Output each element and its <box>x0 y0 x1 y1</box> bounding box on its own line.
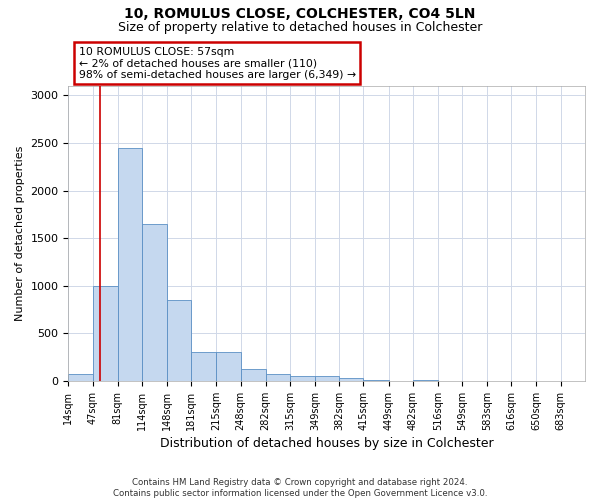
Bar <box>68 374 92 381</box>
Bar <box>290 376 315 381</box>
Bar <box>118 148 142 381</box>
Text: Size of property relative to detached houses in Colchester: Size of property relative to detached ho… <box>118 21 482 34</box>
Bar <box>241 368 266 381</box>
Text: Contains HM Land Registry data © Crown copyright and database right 2024.
Contai: Contains HM Land Registry data © Crown c… <box>113 478 487 498</box>
Bar <box>191 352 217 381</box>
Y-axis label: Number of detached properties: Number of detached properties <box>15 146 25 321</box>
Bar <box>339 378 364 381</box>
X-axis label: Distribution of detached houses by size in Colchester: Distribution of detached houses by size … <box>160 437 494 450</box>
Bar <box>167 300 191 381</box>
Bar <box>266 374 290 381</box>
Bar <box>142 224 167 381</box>
Text: 10 ROMULUS CLOSE: 57sqm
← 2% of detached houses are smaller (110)
98% of semi-de: 10 ROMULUS CLOSE: 57sqm ← 2% of detached… <box>79 47 356 80</box>
Bar <box>315 376 339 381</box>
Text: 10, ROMULUS CLOSE, COLCHESTER, CO4 5LN: 10, ROMULUS CLOSE, COLCHESTER, CO4 5LN <box>124 8 476 22</box>
Bar <box>92 286 118 381</box>
Bar <box>217 352 241 381</box>
